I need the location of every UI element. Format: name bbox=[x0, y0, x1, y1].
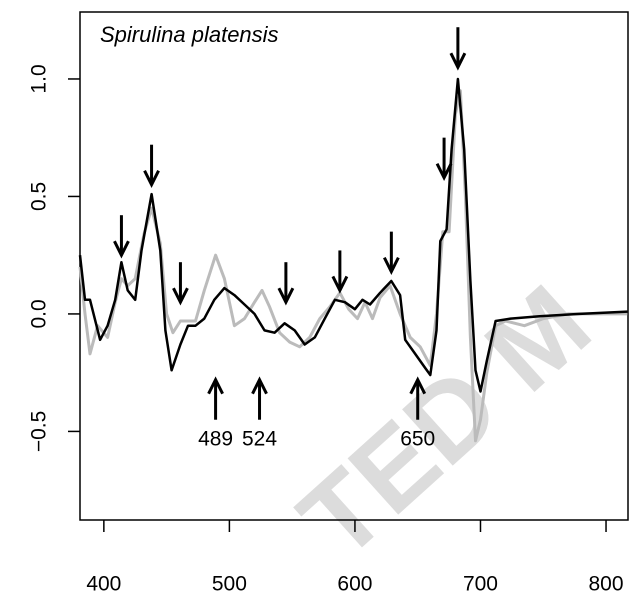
x-tick-label: 800 bbox=[589, 573, 624, 596]
y-tick-label: −0.5 bbox=[28, 411, 51, 452]
arrow-head bbox=[435, 162, 453, 182]
arrow-head bbox=[172, 287, 189, 306]
x-tick-label: 500 bbox=[212, 573, 247, 596]
arrow-head bbox=[383, 256, 400, 275]
x-tick-label: 700 bbox=[463, 573, 498, 596]
y-tick-label: 0.5 bbox=[28, 182, 51, 211]
arrow-head bbox=[113, 240, 130, 259]
arrow-head bbox=[331, 275, 349, 294]
arrow-head bbox=[207, 376, 224, 395]
chart-title: Spirulina platensis bbox=[100, 22, 279, 47]
annotation-label: 489 bbox=[198, 427, 233, 450]
annotation-label: 650 bbox=[400, 427, 435, 450]
arrow-head bbox=[409, 376, 427, 395]
arrow-head bbox=[143, 170, 160, 189]
annotation-label: 524 bbox=[242, 427, 277, 450]
series-line bbox=[78, 89, 628, 443]
y-tick-label: 1.0 bbox=[28, 64, 51, 93]
series-line bbox=[78, 77, 628, 393]
x-tick-label: 600 bbox=[337, 573, 372, 596]
arrow-head bbox=[277, 287, 295, 306]
arrow-head bbox=[449, 52, 467, 71]
arrow-head bbox=[251, 376, 268, 395]
y-tick-label: 0.0 bbox=[28, 299, 51, 328]
x-tick-label: 400 bbox=[86, 573, 121, 596]
